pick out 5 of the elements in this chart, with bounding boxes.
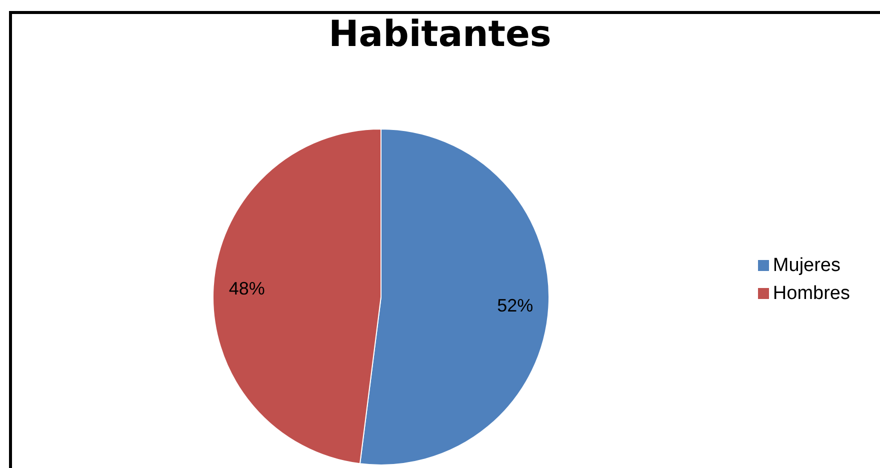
- data-label: 48%: [228, 278, 265, 299]
- legend-label: Mujeres: [772, 255, 840, 276]
- data-label: 52%: [497, 295, 534, 316]
- chart-title: Habitantes: [328, 14, 552, 55]
- legend-label: Hombres: [772, 283, 850, 304]
